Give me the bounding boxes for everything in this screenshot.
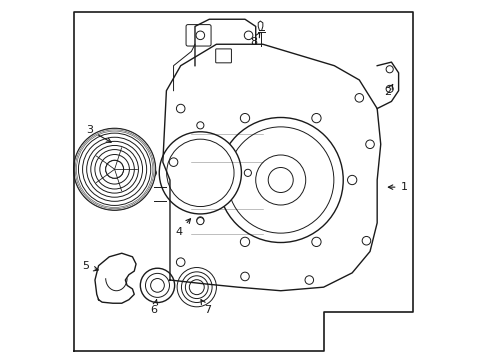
Circle shape bbox=[149, 169, 156, 176]
Circle shape bbox=[245, 169, 251, 176]
Circle shape bbox=[177, 267, 217, 307]
Circle shape bbox=[150, 279, 164, 292]
Circle shape bbox=[347, 175, 357, 185]
Circle shape bbox=[366, 140, 374, 149]
Circle shape bbox=[87, 141, 143, 197]
Text: 6: 6 bbox=[150, 300, 158, 315]
Circle shape bbox=[362, 237, 371, 245]
Circle shape bbox=[205, 175, 214, 185]
Circle shape bbox=[268, 167, 293, 193]
Circle shape bbox=[176, 104, 185, 113]
Text: 7: 7 bbox=[201, 300, 211, 315]
Circle shape bbox=[78, 133, 151, 206]
Circle shape bbox=[91, 145, 139, 193]
Circle shape bbox=[83, 137, 147, 201]
Circle shape bbox=[181, 272, 212, 302]
Circle shape bbox=[140, 268, 174, 302]
Circle shape bbox=[196, 31, 205, 40]
Circle shape bbox=[386, 85, 393, 93]
Circle shape bbox=[106, 160, 123, 178]
Circle shape bbox=[197, 217, 204, 224]
Circle shape bbox=[197, 217, 204, 225]
Circle shape bbox=[167, 139, 234, 207]
Circle shape bbox=[218, 117, 343, 243]
Circle shape bbox=[197, 122, 204, 129]
Circle shape bbox=[312, 113, 321, 123]
Circle shape bbox=[312, 237, 321, 247]
Circle shape bbox=[159, 132, 242, 214]
Circle shape bbox=[245, 31, 253, 40]
Text: 3: 3 bbox=[86, 125, 111, 142]
Circle shape bbox=[146, 273, 170, 297]
Circle shape bbox=[256, 155, 306, 205]
FancyBboxPatch shape bbox=[216, 49, 231, 63]
Circle shape bbox=[185, 276, 208, 298]
Text: 2: 2 bbox=[384, 84, 393, 98]
Circle shape bbox=[105, 160, 123, 178]
Circle shape bbox=[305, 276, 314, 284]
Circle shape bbox=[386, 66, 393, 73]
FancyBboxPatch shape bbox=[186, 24, 211, 46]
Text: 8: 8 bbox=[250, 32, 260, 48]
Circle shape bbox=[241, 272, 249, 281]
Circle shape bbox=[355, 94, 364, 102]
Circle shape bbox=[95, 149, 134, 189]
Circle shape bbox=[74, 128, 156, 210]
Circle shape bbox=[241, 237, 249, 247]
Circle shape bbox=[189, 280, 204, 294]
Circle shape bbox=[100, 154, 129, 184]
Circle shape bbox=[169, 158, 178, 166]
Text: 1: 1 bbox=[389, 182, 408, 192]
Circle shape bbox=[241, 113, 249, 123]
Text: 4: 4 bbox=[175, 219, 191, 237]
Text: 5: 5 bbox=[82, 261, 98, 271]
Circle shape bbox=[176, 258, 185, 266]
Circle shape bbox=[227, 127, 334, 233]
